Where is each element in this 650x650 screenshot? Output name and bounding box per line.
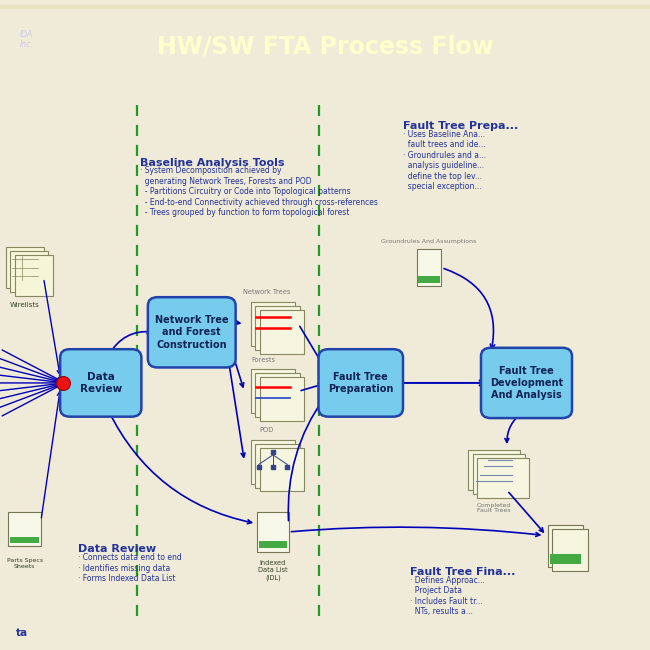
Text: · Uses Baseline Ana...
  fault trees and ide...
· Groundrules and a...
  analysi: · Uses Baseline Ana... fault trees and i… [403, 130, 486, 191]
Text: HW/SW FTA Process Flow: HW/SW FTA Process Flow [157, 34, 493, 58]
Text: Data
Review: Data Review [79, 372, 122, 394]
FancyBboxPatch shape [477, 458, 529, 498]
FancyBboxPatch shape [255, 373, 300, 417]
Text: Fault Tree Prepa...: Fault Tree Prepa... [403, 122, 518, 131]
FancyBboxPatch shape [418, 276, 440, 283]
Text: Fault Tree
Development
And Analysis: Fault Tree Development And Analysis [490, 365, 563, 400]
Text: Wirelists: Wirelists [10, 302, 40, 308]
Text: POD: POD [259, 427, 274, 433]
FancyBboxPatch shape [318, 349, 403, 417]
Text: Completed
Fault Trees: Completed Fault Trees [477, 502, 511, 514]
FancyBboxPatch shape [257, 512, 289, 552]
FancyBboxPatch shape [260, 448, 304, 491]
FancyBboxPatch shape [255, 444, 300, 488]
FancyBboxPatch shape [473, 454, 525, 494]
FancyBboxPatch shape [259, 541, 287, 549]
FancyBboxPatch shape [550, 554, 581, 564]
FancyBboxPatch shape [552, 529, 588, 571]
Text: Data Review: Data Review [78, 544, 156, 554]
FancyBboxPatch shape [251, 369, 295, 413]
FancyBboxPatch shape [547, 525, 584, 567]
Text: IDA
Inc.: IDA Inc. [20, 30, 33, 49]
FancyBboxPatch shape [15, 255, 53, 296]
FancyBboxPatch shape [251, 439, 295, 484]
Text: · Connects data end to end
· Identifies missing data
· Forms Indexed Data List: · Connects data end to end · Identifies … [78, 553, 182, 583]
Text: Parts Specs
Sheets: Parts Specs Sheets [6, 558, 43, 569]
Text: · Defines Approac...
  Project Data
· Includes Fault tr...
  NTs, results a...: · Defines Approac... Project Data · Incl… [410, 576, 484, 616]
FancyBboxPatch shape [10, 537, 39, 543]
FancyBboxPatch shape [255, 306, 300, 350]
Text: · System Decomposition achieved by
  generating Network Trees, Forests and POD
 : · System Decomposition achieved by gener… [140, 166, 378, 217]
FancyBboxPatch shape [251, 302, 295, 346]
FancyBboxPatch shape [468, 450, 520, 490]
FancyBboxPatch shape [417, 250, 441, 286]
Text: Indexed
Data List
(IDL): Indexed Data List (IDL) [258, 560, 288, 580]
FancyBboxPatch shape [10, 252, 48, 292]
FancyBboxPatch shape [260, 377, 304, 421]
Text: Forests: Forests [252, 357, 275, 363]
FancyBboxPatch shape [6, 248, 44, 288]
Text: Network Tree
and Forest
Construction: Network Tree and Forest Construction [155, 315, 229, 350]
FancyBboxPatch shape [481, 348, 572, 418]
Text: Network Trees: Network Trees [243, 289, 290, 295]
FancyBboxPatch shape [60, 349, 142, 417]
FancyBboxPatch shape [260, 310, 304, 354]
Text: Baseline Analysis Tools: Baseline Analysis Tools [140, 158, 284, 168]
Text: Fault Tree Fina...: Fault Tree Fina... [410, 567, 515, 577]
Text: Groundrules And Assumptions: Groundrules And Assumptions [382, 239, 476, 244]
Text: ta: ta [16, 627, 29, 638]
Text: Fault Tree
Preparation: Fault Tree Preparation [328, 372, 393, 394]
FancyBboxPatch shape [8, 512, 41, 546]
FancyBboxPatch shape [148, 297, 235, 367]
